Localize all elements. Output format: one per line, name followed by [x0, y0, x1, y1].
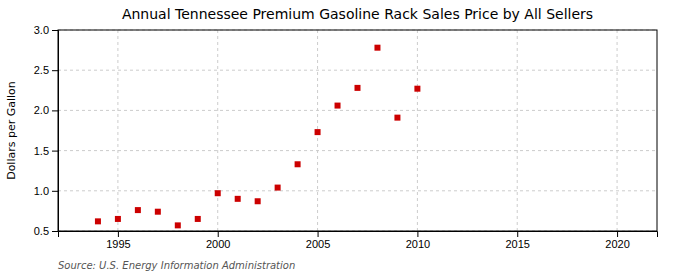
grid-line-y — [58, 110, 657, 111]
tick: 2.0 — [34, 104, 58, 116]
plot-frame — [58, 30, 657, 231]
point — [155, 209, 161, 215]
grid-line-y — [58, 70, 657, 71]
point — [95, 218, 101, 224]
tick-mark — [52, 231, 58, 232]
point — [195, 216, 201, 222]
grid-line-x — [117, 30, 118, 231]
tick-label: 1.5 — [34, 145, 49, 157]
grid — [58, 30, 657, 231]
point — [414, 86, 420, 92]
point — [335, 103, 341, 109]
tick-mark — [417, 231, 418, 237]
tick: 2005 — [306, 231, 330, 250]
point — [355, 85, 361, 91]
tick-mark — [52, 151, 58, 152]
x-axis: 1995 2000 2005 2010 2015 2020 — [59, 231, 658, 250]
points — [95, 45, 420, 229]
tick: 1995 — [106, 231, 130, 250]
tick-label: 1995 — [106, 238, 130, 250]
tick-label: 2000 — [206, 238, 230, 250]
tick-mark — [318, 231, 319, 237]
grid-line-y — [58, 190, 657, 191]
chart: 1995 2000 2005 2010 2015 2020 0.5 1.0 1.5 2.0 2.5 3… — [0, 0, 675, 275]
tick-label: 1.0 — [34, 185, 49, 197]
plot-area: 1995 2000 2005 2010 2015 2020 0.5 1.0 1.5 2.0 2.5 3… — [34, 24, 658, 250]
tick-label: 2.0 — [34, 104, 49, 116]
tick: 1.0 — [34, 185, 58, 197]
tick-label: 2010 — [406, 238, 430, 250]
grid-line-x — [517, 30, 518, 231]
point — [175, 222, 181, 228]
grid-line-x — [617, 30, 618, 231]
tick-label: 3.0 — [34, 24, 49, 36]
tick-mark — [52, 191, 58, 192]
tick-mark — [52, 70, 58, 71]
point — [374, 45, 380, 51]
y-axis: 0.5 1.0 1.5 2.0 2.5 3.0 — [34, 24, 59, 237]
point — [394, 115, 400, 121]
grid-line-y — [58, 150, 657, 151]
tick-mark — [52, 110, 58, 111]
tick: 0.5 — [34, 225, 58, 237]
tick-mark — [517, 231, 518, 237]
tick-label: 0.5 — [34, 225, 49, 237]
point — [215, 190, 221, 196]
title: Annual Tennessee Premium Gasoline Rack S… — [122, 6, 593, 22]
point — [255, 198, 261, 204]
axis-line — [59, 232, 658, 238]
tick: 2010 — [406, 231, 430, 250]
grid-line-x — [417, 30, 418, 231]
point — [235, 196, 241, 202]
tick: 3.0 — [34, 24, 58, 36]
annotation: Source: U.S. Energy Information Administ… — [58, 260, 295, 271]
y-label: Dollars per Gallon — [5, 81, 18, 180]
tick: 2.5 — [34, 64, 58, 76]
tick-mark — [118, 231, 119, 237]
tick: 1.5 — [34, 145, 58, 157]
axis-line — [52, 31, 59, 232]
point — [135, 207, 141, 213]
tick-mark — [218, 231, 219, 237]
tick-mark — [52, 30, 58, 31]
tick-mark — [617, 231, 618, 237]
point — [275, 185, 281, 191]
grid-line-x — [217, 30, 218, 231]
tick-label: 2005 — [306, 238, 330, 250]
tick-label: 2015 — [505, 238, 529, 250]
point — [115, 216, 121, 222]
tick: 2020 — [605, 231, 629, 250]
point — [315, 129, 321, 135]
tick-label: 2020 — [605, 238, 629, 250]
point — [295, 161, 301, 167]
tick: 2000 — [206, 231, 230, 250]
tick-label: 2.5 — [34, 64, 49, 76]
tick: 2015 — [505, 231, 529, 250]
